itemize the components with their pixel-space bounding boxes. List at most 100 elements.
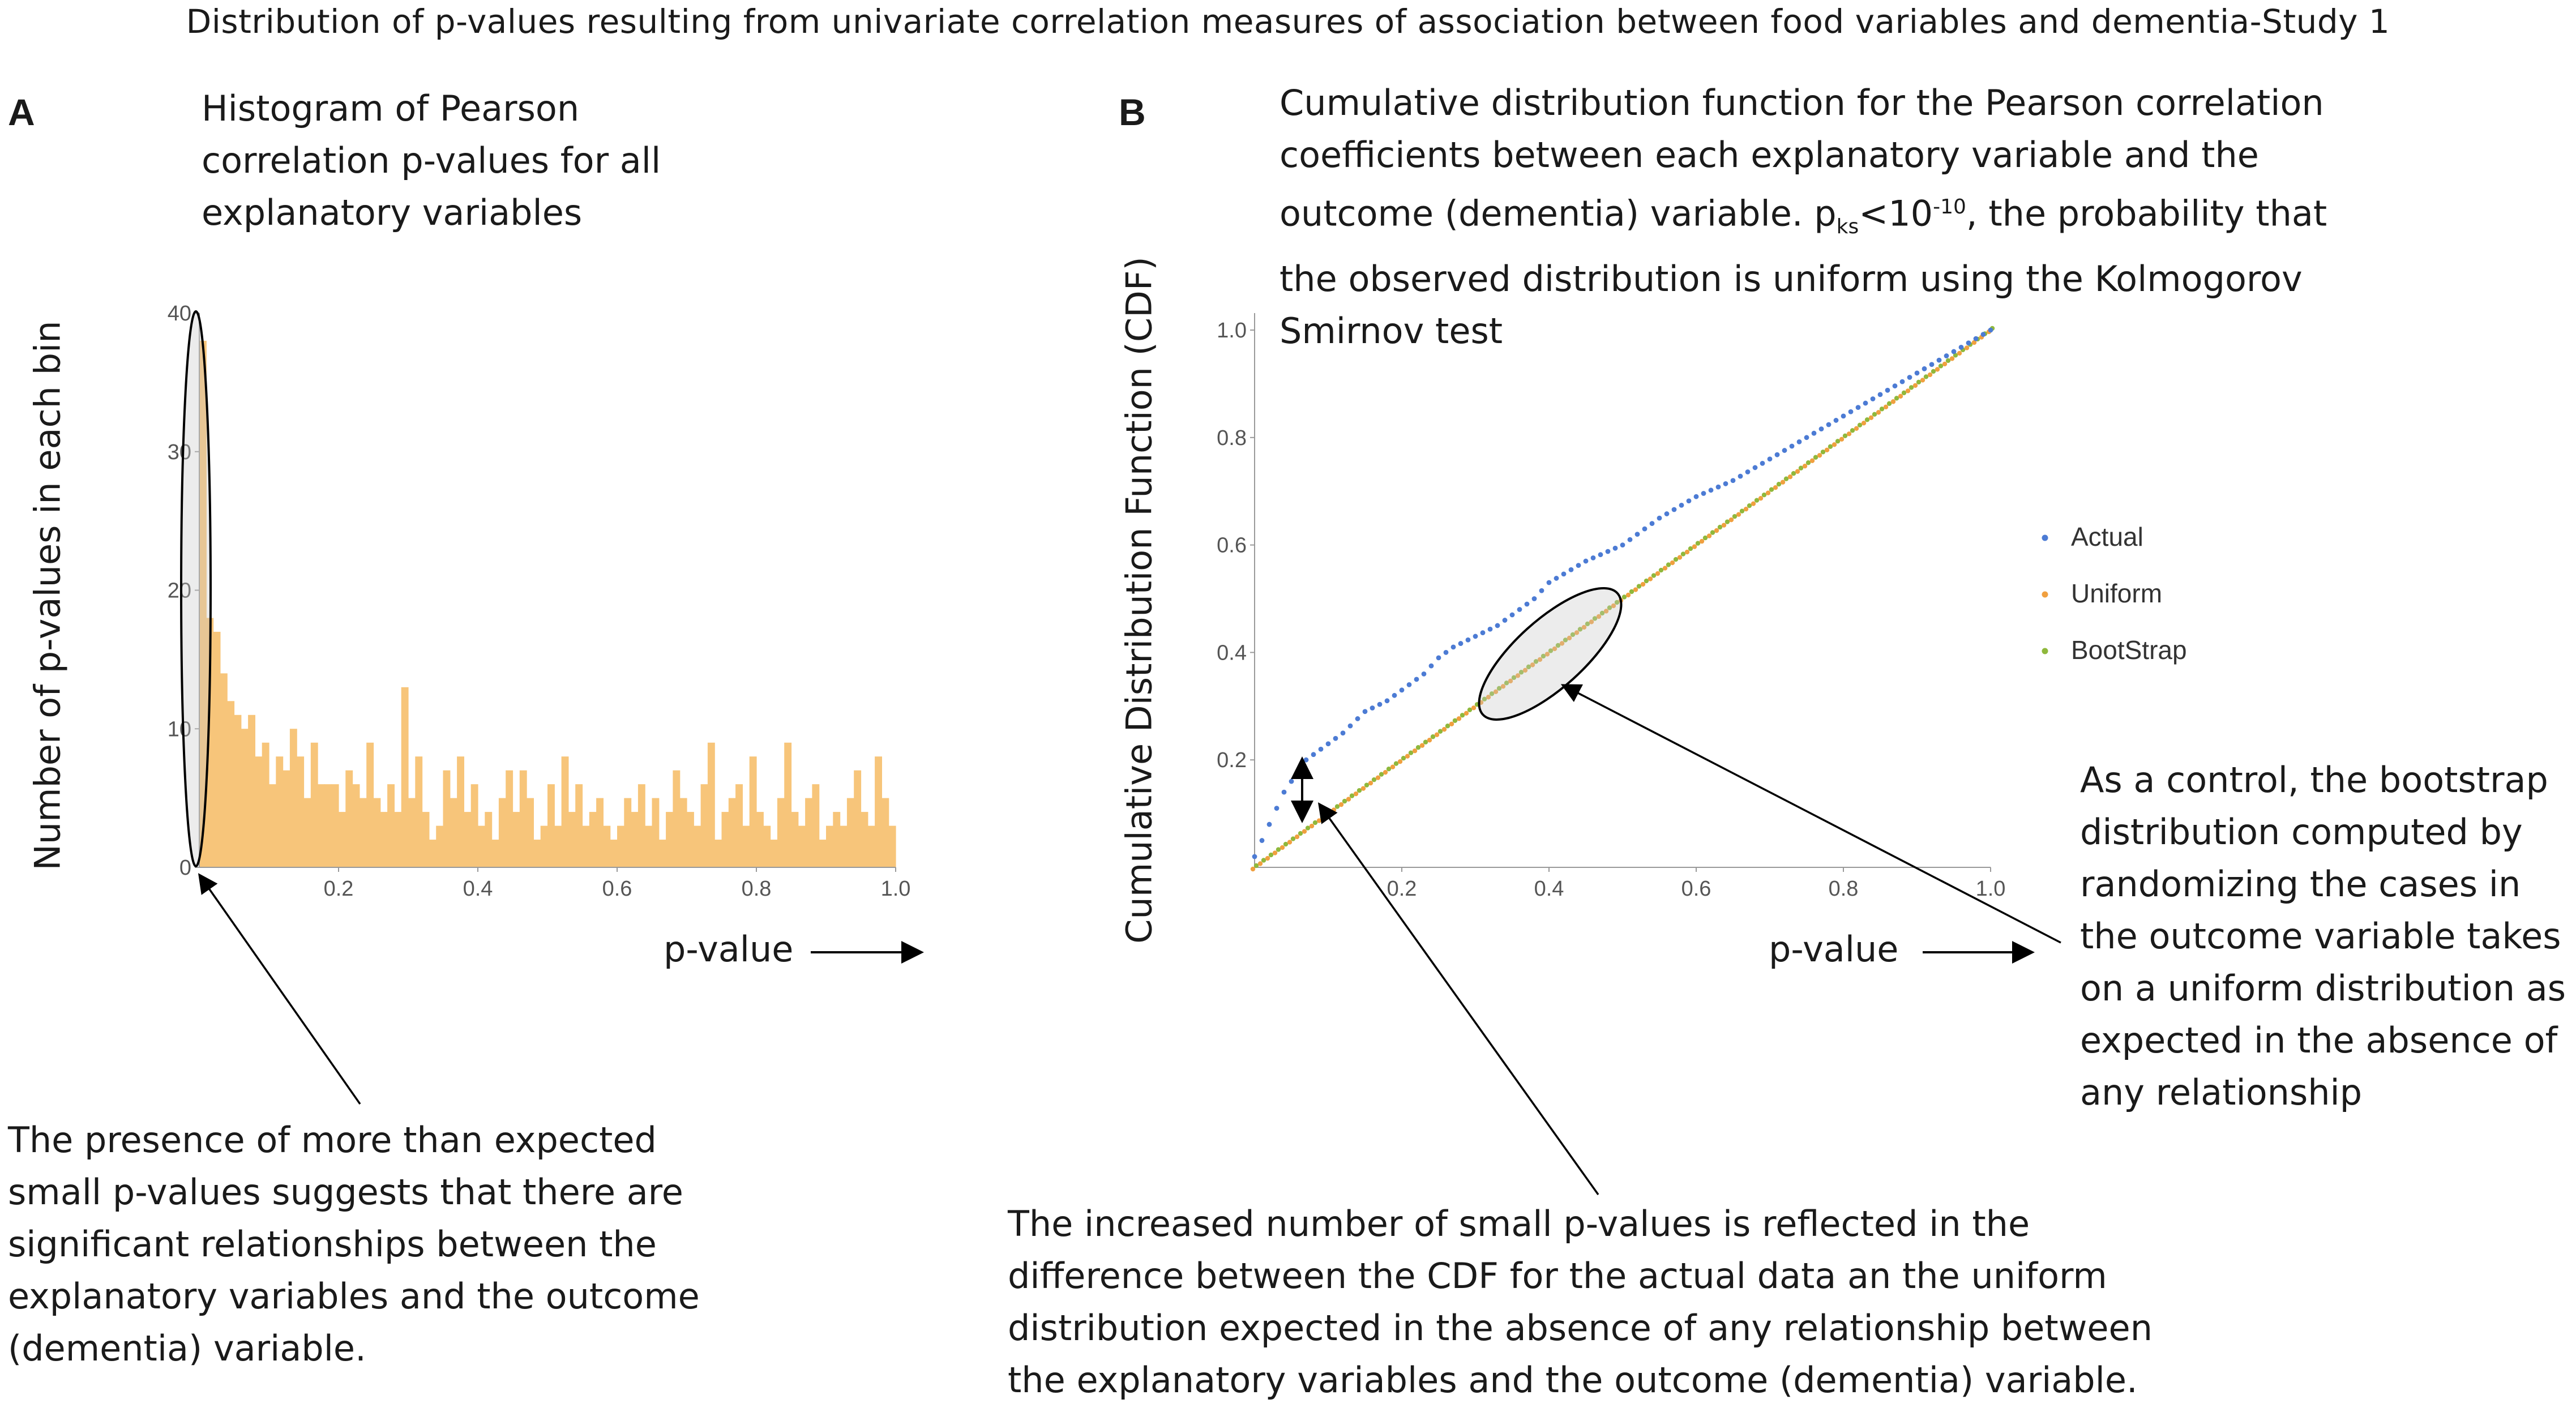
bootstrap-point [1570, 632, 1576, 637]
histogram-bar [380, 812, 388, 867]
histogram-bar [805, 798, 812, 867]
uniform-point [1684, 549, 1690, 555]
x-tick-label: 0.6 [602, 877, 632, 901]
control-note-line: distribution computed by [2080, 811, 2523, 853]
uniform-point [1368, 780, 1373, 786]
bootstrap-point [1342, 798, 1347, 804]
uniform-point [1714, 528, 1719, 533]
actual-point [1524, 601, 1530, 607]
histogram-bar [498, 798, 506, 867]
actual-point [1362, 709, 1368, 714]
histogram-bar [666, 812, 673, 867]
uniform-point [1316, 818, 1322, 823]
uniform-point [1949, 356, 1955, 361]
control-note-line: expected in the absence of [2080, 1020, 2558, 1061]
actual-point [1841, 413, 1846, 419]
histogram-bar [408, 798, 416, 867]
actual-point [1554, 576, 1559, 581]
bootstrap-point [1909, 385, 1914, 390]
actual-point [1458, 641, 1464, 646]
y-tick-label: 0 [179, 856, 191, 880]
uniform-point [1397, 759, 1403, 764]
actual-point [1333, 735, 1338, 741]
actual-point [1384, 698, 1390, 704]
uniform-point [1640, 581, 1646, 587]
histogram-bar [749, 756, 757, 867]
histogram-bar [422, 812, 430, 867]
actual-point [1421, 671, 1427, 677]
bootstrap-point [1386, 766, 1392, 772]
uniform-point [1846, 431, 1852, 437]
actual-point [1966, 340, 1971, 346]
histogram-bar [624, 798, 632, 867]
bootstrap-point [1651, 573, 1657, 578]
cdf-highlight-ellipse [1478, 587, 1623, 721]
bootstrap-point [1401, 756, 1406, 761]
histogram-bar [310, 742, 318, 867]
histogram-bar [721, 812, 729, 867]
histogram-bar [303, 798, 311, 867]
histogram-bar [568, 812, 576, 867]
panel-a-note-line: (dementia) variable. [8, 1328, 366, 1369]
bootstrap-point [1489, 691, 1495, 696]
bootstrap-point [1563, 637, 1568, 643]
uniform-point [1309, 823, 1315, 829]
actual-point [1605, 549, 1611, 554]
histogram-bar [694, 825, 701, 867]
histogram-bar [213, 631, 221, 867]
actual-point [1767, 456, 1773, 462]
histogram-bar [401, 687, 409, 867]
histogram-bar [289, 729, 297, 867]
uniform-point [1751, 501, 1756, 506]
actual-point [1774, 452, 1780, 457]
y-tick-label: 0.6 [1217, 534, 1247, 558]
histogram-bar [700, 784, 708, 867]
bootstrap-point [1629, 589, 1634, 594]
uniform-point [1346, 797, 1351, 802]
actual-point [1406, 682, 1412, 687]
histogram-bar [854, 770, 862, 867]
uniform-point [1250, 866, 1256, 872]
uniform-point [1500, 684, 1506, 689]
x-tick-label: 0.2 [324, 877, 354, 901]
histogram-bar [527, 798, 534, 867]
uniform-point [1265, 855, 1270, 861]
uniform-point [1912, 383, 1918, 388]
actual-point [1988, 327, 1993, 333]
uniform-point [1589, 619, 1594, 624]
actual-point [1936, 357, 1942, 363]
bootstrap-point [1879, 407, 1885, 412]
histogram-bar [394, 812, 402, 867]
actual-point [1818, 426, 1824, 432]
histogram-bar [450, 798, 457, 867]
uniform-point [1567, 635, 1572, 641]
actual-point [1855, 405, 1861, 410]
actual-point [1531, 596, 1537, 601]
histogram-bar [652, 798, 660, 867]
bootstrap-point [1541, 653, 1546, 659]
uniform-point [1809, 458, 1815, 463]
bottom-note-arrow [1317, 802, 1599, 1196]
histogram-bar [589, 812, 597, 867]
bootstrap-point [1511, 675, 1517, 681]
exponent-superscript: -10 [1933, 195, 1966, 219]
uniform-point [1544, 652, 1550, 657]
bootstrap-point [1614, 600, 1620, 605]
bootstrap-point [1504, 681, 1509, 686]
bootstrap-point [1460, 713, 1465, 718]
histogram-bar [603, 825, 611, 867]
panel-b-title-line: Cumulative distribution function for the… [1280, 82, 2324, 123]
histogram-bar [227, 701, 235, 867]
uniform-point [1434, 732, 1440, 737]
histogram-bar [561, 756, 569, 867]
y-tick-label: 1.0 [1217, 319, 1247, 343]
actual-point [1502, 618, 1508, 623]
actual-point [1443, 650, 1449, 655]
panel-a-note-line: The presence of more than expected [8, 1119, 657, 1161]
bootstrap-point [1298, 831, 1303, 836]
histogram-bar [728, 798, 736, 867]
panel-a-note-line: significant relationships between the [8, 1223, 657, 1265]
uniform-point [1493, 689, 1499, 695]
histogram-bar [707, 742, 715, 867]
uniform-point [1360, 786, 1366, 791]
